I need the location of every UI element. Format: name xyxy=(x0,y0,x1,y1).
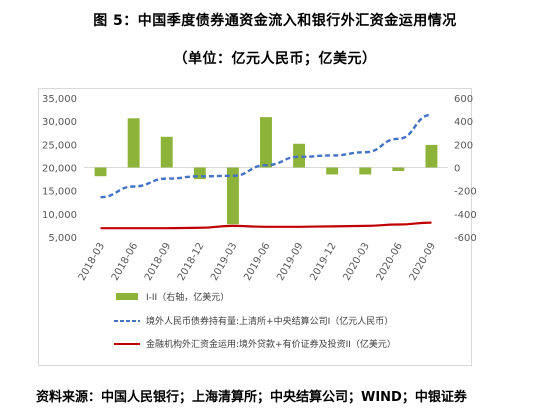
bar-2018-09 xyxy=(160,136,173,168)
figure-title: 图 5：中国季度债券通资金流入和银行外汇资金运用情况 xyxy=(93,13,457,29)
chart-frame xyxy=(38,88,472,366)
bar-2020-06 xyxy=(392,167,405,171)
line-series-fx-usage xyxy=(100,221,432,230)
y-right-tick-label: 0 xyxy=(454,164,460,175)
x-tick-label: 2019-12 xyxy=(308,241,338,283)
x-tick-label: 2018-06 xyxy=(110,241,140,283)
legend-label-fx-usage: 金融机构外汇资金运用:境外贷款+有价证券及投资II（亿美元） xyxy=(146,338,396,350)
y-right-tick-label: -600 xyxy=(454,233,477,244)
y-left-tick-label: 20,000 xyxy=(42,164,77,175)
line-series-bond-holdings xyxy=(100,113,432,199)
y-left-tick-label: 5,000 xyxy=(48,233,77,244)
source-note: 资料来源：中国人民银行；上海清算所；中央结算公司；WIND；中银证券 xyxy=(36,390,467,405)
bar-2018-12 xyxy=(193,167,206,180)
x-tick-label: 2020-06 xyxy=(375,241,405,283)
x-tick-label: 2018-03 xyxy=(77,241,107,283)
bar-2019-06 xyxy=(260,117,272,168)
x-tick-label: 2019-09 xyxy=(275,241,305,283)
bar-2018-03 xyxy=(94,167,107,177)
y-left-tick-label: 30,000 xyxy=(42,117,77,128)
y-left-tick-label: 15,000 xyxy=(42,187,77,198)
x-tick-label: 2019-06 xyxy=(242,241,272,283)
x-tick-label: 2018-09 xyxy=(143,241,173,283)
bar-2020-03 xyxy=(359,167,372,175)
bar-2019-09 xyxy=(293,143,306,168)
x-tick-label: 2020-03 xyxy=(341,241,371,283)
y-right-tick-label: 200 xyxy=(454,140,473,151)
y-left-tick-label: 35,000 xyxy=(42,94,77,105)
bar-2019-03 xyxy=(226,167,239,225)
bar-2019-12 xyxy=(326,167,339,175)
x-tick-label: 2019-03 xyxy=(209,241,239,283)
bar-2020-09 xyxy=(425,144,438,168)
x-tick-label: 2020-09 xyxy=(408,241,438,283)
legend-label-bond-holdings: 境外人民币债券持有量:上清所+中央结算公司I（亿元人民币） xyxy=(146,315,393,327)
bar-2018-06 xyxy=(127,118,140,168)
y-left-tick-label: 25,000 xyxy=(42,140,77,151)
figure-subtitle: （单位：亿元人民币；亿美元） xyxy=(173,51,377,67)
legend-bar-swatch xyxy=(116,293,138,300)
legend-label-bars: I-II（右轴，亿美元） xyxy=(146,291,229,303)
x-tick-label: 2018-12 xyxy=(176,241,206,283)
y-right-tick-label: 600 xyxy=(454,94,473,105)
y-right-tick-label: -200 xyxy=(454,187,477,198)
y-right-tick-label: 400 xyxy=(454,117,473,128)
y-right-tick-label: -400 xyxy=(454,210,477,221)
y-left-tick-label: 10,000 xyxy=(42,210,77,221)
